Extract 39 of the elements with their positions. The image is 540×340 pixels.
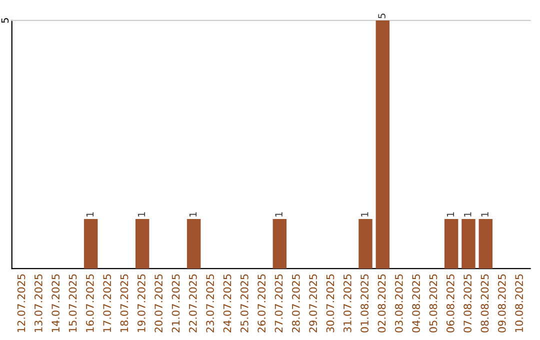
x-tick-label: 20.07.2025 <box>154 274 163 332</box>
x-tick-label: 22.07.2025 <box>188 274 197 332</box>
data-label: 5 <box>378 14 386 18</box>
x-tick-label: 31.07.2025 <box>343 274 352 332</box>
x-tick-label: 12.07.2025 <box>17 274 26 332</box>
x-tick-label: 13.07.2025 <box>34 274 42 332</box>
x-tick-label: 27.07.2025 <box>274 274 283 332</box>
data-label: 1 <box>361 212 368 217</box>
x-tick-label: 18.07.2025 <box>120 274 128 332</box>
x-tick-label: 08.08.2025 <box>480 274 489 332</box>
x-tick-label: 01.08.2025 <box>360 274 369 332</box>
x-tick-label: 03.08.2025 <box>394 274 403 332</box>
x-tick-label: 07.08.2025 <box>464 274 472 332</box>
x-tick-label: 04.08.2025 <box>412 274 420 332</box>
x-tick-label: 21.07.2025 <box>172 274 180 332</box>
x-tick-label: 09.08.2025 <box>498 274 506 332</box>
data-label: 1 <box>446 212 454 217</box>
data-label: 1 <box>464 212 472 217</box>
x-tick-label: 19.07.2025 <box>137 274 146 332</box>
x-tick-label: 15.07.2025 <box>68 274 77 332</box>
x-tick-label: 26.07.2025 <box>258 274 266 332</box>
x-tick-label: 02.08.2025 <box>378 274 386 332</box>
x-tick-label: 23.07.2025 <box>206 274 214 332</box>
x-tick-label: 06.08.2025 <box>446 274 454 332</box>
x-tick-label: 10.08.2025 <box>515 274 524 332</box>
x-tick-label: 14.07.2025 <box>52 274 60 332</box>
x-tick-label: 30.07.2025 <box>326 274 334 332</box>
x-tick-label: 24.07.2025 <box>223 274 232 332</box>
data-label: 1 <box>86 212 94 217</box>
x-tick-label: 16.07.2025 <box>86 274 94 332</box>
x-tick-label: 17.07.2025 <box>103 274 112 332</box>
x-tick-label: 29.07.2025 <box>309 274 318 332</box>
x-tick-label: 25.07.2025 <box>240 274 248 332</box>
data-label: 1 <box>481 212 488 217</box>
data-label: 1 <box>189 212 197 217</box>
x-tick-label: 28.07.2025 <box>292 274 300 332</box>
data-label: 1 <box>275 212 282 217</box>
data-label: 1 <box>138 212 146 217</box>
x-tick-label: 05.08.2025 <box>429 274 438 332</box>
